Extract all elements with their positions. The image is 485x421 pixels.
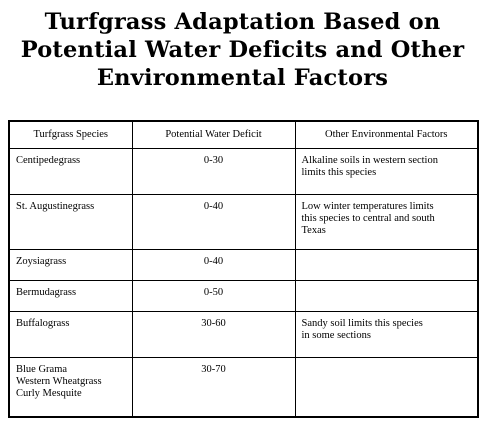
table-row: St. Augustinegrass 0-40 Low winter tempe… [8,194,479,250]
species-name: St. Augustinegrass [16,201,95,212]
species-name: Zoysiagrass [16,256,67,267]
species-name: Blue Grama [16,364,68,375]
species-cell: Blue Grama Western Wheatgrass Curly Mesq… [8,357,133,418]
species-cell: Centipedegrass [8,148,133,195]
factor-line: limits this species [301,167,377,178]
header-environmental-factors: Other Environmental Factors [294,120,479,149]
factor-line: Low winter temperatures limits [301,201,434,212]
table-row: Zoysiagrass 0-40 [8,249,479,281]
header-species: Turfgrass Species [8,120,133,149]
factor-line: Texas [301,225,326,236]
species-cell: Zoysiagrass [8,249,133,281]
title-line-1: Turfgrass Adaptation Based on [44,9,441,35]
deficit-cell: 30-70 [131,357,296,418]
deficit-cell: 0-40 [131,194,296,250]
deficit-cell: 30-60 [131,311,296,358]
table-row: Bermudagrass 0-50 [8,280,479,312]
table-row: Blue Grama Western Wheatgrass Curly Mesq… [8,357,479,418]
table-row: Buffalograss 30-60 Sandy soil limits thi… [8,311,479,358]
factor-line: in some sections [301,330,371,341]
factors-cell: Low winter temperatures limits this spec… [294,194,479,250]
factors-cell [294,249,479,281]
factor-line: Sandy soil limits this species [301,318,423,329]
factors-cell [294,357,479,418]
species-cell: St. Augustinegrass [8,194,133,250]
title-line-3: Environmental Factors [96,65,389,91]
deficit-cell: 0-40 [131,249,296,281]
factors-cell [294,280,479,312]
factors-cell: Alkaline soils in western section limits… [294,148,479,195]
species-cell: Buffalograss [8,311,133,358]
table-row: Centipedegrass 0-30 Alkaline soils in we… [8,148,479,195]
species-cell: Bermudagrass [8,280,133,312]
factor-line: Alkaline soils in western section [301,155,438,166]
page-title: Turfgrass Adaptation Based on Potential … [0,8,485,92]
table-header-row: Turfgrass Species Potential Water Defici… [8,120,479,149]
species-name: Bermudagrass [16,287,77,298]
species-name: Centipedegrass [16,155,81,166]
factor-line: this species to central and south [301,213,435,224]
deficit-cell: 0-50 [131,280,296,312]
header-water-deficit: Potential Water Deficit [131,120,296,149]
turfgrass-table: Turfgrass Species Potential Water Defici… [8,120,479,418]
factors-cell: Sandy soil limits this species in some s… [294,311,479,358]
species-name: Curly Mesquite [16,388,82,399]
species-name: Buffalograss [16,318,70,329]
title-line-2: Potential Water Deficits and Other [20,37,465,63]
species-name: Western Wheatgrass [16,376,102,387]
deficit-cell: 0-30 [131,148,296,195]
